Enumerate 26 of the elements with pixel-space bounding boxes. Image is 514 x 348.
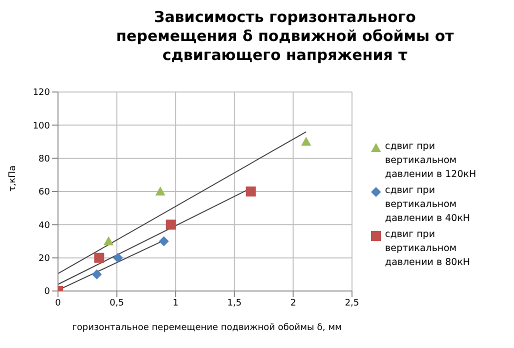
x-tick-label: 0 (55, 298, 62, 308)
x-tick-label: 1,5 (227, 298, 242, 308)
point (94, 252, 104, 263)
y-tick-label: 40 (38, 220, 50, 231)
point (155, 186, 166, 196)
y-axis-title: τ,кПа (8, 166, 18, 192)
y-tick-label: 20 (38, 254, 50, 264)
point (112, 252, 123, 263)
legend-label: сдвиг при вертикальном давлении в 80кН (385, 228, 472, 270)
y-tick-label: 120 (32, 88, 50, 98)
y-tick-label: 0 (44, 287, 50, 298)
x-axis-title: горизонтальное перемещение подвижной обоймы δ, мм (71, 323, 343, 333)
point (166, 220, 176, 230)
x-tick-label: 2 (290, 298, 296, 308)
chart-title: Зависимость горизонтального перемещения δ подвижной обоймы от сдвигающего напряжения τ (115, 8, 455, 65)
point (246, 186, 256, 196)
x-tick-label: 2,5 (344, 298, 360, 308)
y-tick-label: 100 (32, 121, 50, 132)
x-tick-label: 1 (172, 298, 178, 308)
point (301, 136, 312, 146)
x-tick-label: 0,5 (110, 298, 124, 308)
y-tick-label: 80 (38, 154, 50, 165)
point (104, 236, 114, 246)
y-tick-label: 60 (38, 188, 50, 198)
point (92, 269, 102, 280)
point (158, 236, 169, 246)
